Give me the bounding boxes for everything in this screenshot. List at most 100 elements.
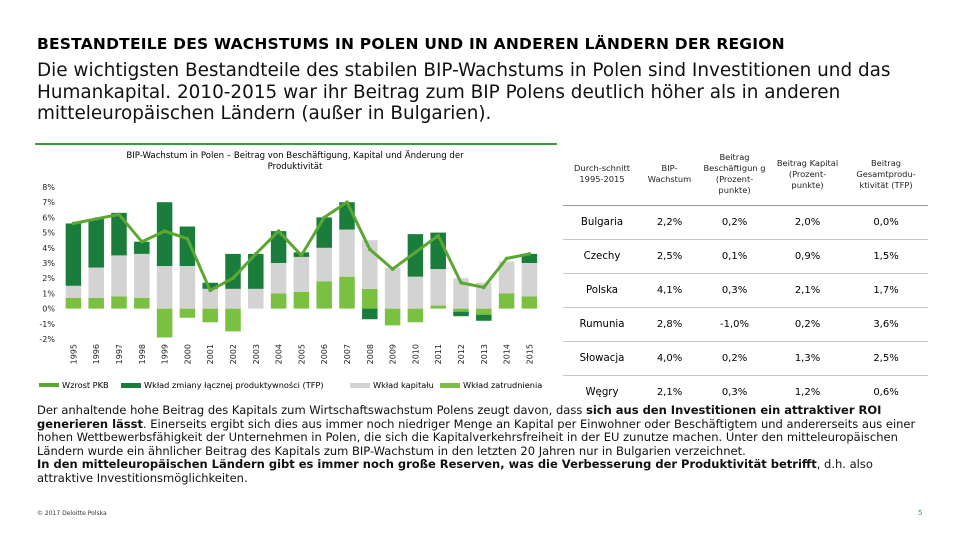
bar-segment <box>407 276 424 309</box>
legend-swatch <box>440 382 460 388</box>
bar-segment <box>202 288 218 309</box>
gdp-growth-point <box>527 252 532 256</box>
gdp-cell: 2,5% <box>641 239 699 274</box>
tfp-cell: 1,5% <box>844 239 929 274</box>
bar-segment <box>270 263 287 294</box>
y-tick-label: 4% <box>42 244 55 253</box>
x-tick-label: 2002 <box>229 344 238 364</box>
legend-item-gdp: Wzrost PKB <box>39 380 109 390</box>
bar-segment <box>476 308 492 315</box>
bar-segment <box>179 308 196 318</box>
gdp-growth-point <box>413 250 418 255</box>
x-tick-label: 2007 <box>343 344 352 364</box>
country-cell: Rumunia <box>563 307 642 342</box>
bar-segment <box>179 266 196 309</box>
legend-label: Wzrost PKB <box>62 380 109 390</box>
gdp-growth-point <box>299 253 304 258</box>
table-header-gdp: BIP-Wachstum <box>641 143 699 206</box>
tfp-cell: 0,0% <box>844 205 929 240</box>
table-row: Węgry 2,1% 0,3% 1,2% 0,6% <box>563 376 928 410</box>
table-header-average: Durch-schnitt 1995-2015 <box>563 143 642 206</box>
bar-segment <box>316 247 332 282</box>
bar-segment <box>134 241 150 254</box>
gdp-growth-point <box>482 285 486 290</box>
bar-segment <box>65 223 82 286</box>
capital-cell: 0,9% <box>771 239 845 274</box>
gdp-growth-point <box>322 215 327 220</box>
gdp-growth-point <box>276 229 281 233</box>
x-tick-label: 2005 <box>297 344 306 364</box>
gdp-growth-point <box>208 288 212 293</box>
x-tick-label: 2014 <box>503 344 512 364</box>
bar-segment <box>521 263 538 297</box>
y-tick-label: -1% <box>39 320 55 329</box>
legend-swatch <box>350 382 370 388</box>
employment-cell: 0,2% <box>698 205 772 240</box>
gdp-growth-point <box>459 280 463 285</box>
body-p2-rest: , d.h. also attraktive Investitionsmögli… <box>37 457 873 485</box>
country-comparison-table: Durch-schnitt 1995-2015 BIP-Wachstum Bei… <box>563 143 929 399</box>
bar-segment <box>498 293 515 309</box>
legend-item-capital: Wkład kapitału <box>350 380 434 390</box>
capital-cell: 2,0% <box>771 205 845 240</box>
table-row: Polska 4,1% 0,3% 2,1% 1,7% <box>563 273 929 308</box>
capital-cell: 1,3% <box>771 341 845 376</box>
x-tick-label: 1997 <box>115 344 124 364</box>
legend-label: Wkład zmiany łącznej produktywności (TFP… <box>144 380 324 390</box>
page-subtitle: Die wichtigsten Bestandteile des stabile… <box>37 60 891 124</box>
body-p1-bold: sich aus den Investitionen ein attraktiv… <box>37 403 882 431</box>
legend-swatch <box>121 382 141 388</box>
country-cell: Bulgaria <box>563 205 642 240</box>
gdp-growth-point <box>504 256 509 261</box>
bar-segment <box>156 202 173 267</box>
bar-segment <box>498 261 515 294</box>
table-header-capital: Beitrag Kapital (Prozent-punkte) <box>771 143 845 206</box>
bar-segment <box>88 218 104 268</box>
gdp-growth-chart: 8% 7% 6% 5% 4% 3% 2% 1% 0% -1% -2% 1995 1996 1997 1998… <box>35 143 557 395</box>
bar-segment <box>453 308 469 312</box>
bar-segment <box>65 297 82 309</box>
gdp-growth-point <box>71 221 76 226</box>
bar-segment <box>225 308 241 332</box>
gdp-growth-point <box>162 229 167 233</box>
employment-cell: 0,3% <box>721 387 748 398</box>
bar-segment <box>111 212 127 256</box>
bar-segment <box>248 253 264 289</box>
x-tick-label: 2009 <box>389 344 398 364</box>
legend-line-swatch <box>39 383 59 387</box>
gdp-cell: 2,1% <box>656 387 683 398</box>
table-header-employment: Beitrag Beschäftigun g (Prozent-punkte) <box>698 143 772 206</box>
tfp-cell: 2,5% <box>844 341 929 376</box>
y-tick-label: 1% <box>42 289 55 298</box>
page-title: BESTANDTEILE DES WACHSTUMS IN POLEN UND … <box>37 35 785 53</box>
country-cell: Węgry <box>585 387 619 398</box>
bar-segment <box>362 308 378 320</box>
capital-cell: 0,2% <box>771 307 845 342</box>
gdp-cell: 2,2% <box>641 205 699 240</box>
bar-segment <box>453 278 469 309</box>
bar-segment <box>384 267 401 309</box>
bar-segment <box>521 296 538 309</box>
body-p1-start: Der anhaltende hohe Beitrag des Kapitals… <box>37 403 586 417</box>
tfp-cell: 3,6% <box>844 307 929 342</box>
gdp-growth-point <box>94 217 98 221</box>
x-tick-label: 2012 <box>457 344 466 364</box>
gdp-growth-point <box>140 239 144 244</box>
y-tick-label: 6% <box>42 213 55 222</box>
legend-label: Wkład zatrudnienia <box>463 380 543 390</box>
gdp-growth-point <box>231 276 235 280</box>
chart-legend: Wzrost PKB Wkład zmiany łącznej produkty… <box>39 380 559 392</box>
page-number: 5 <box>918 509 923 517</box>
employment-cell: 0,2% <box>698 341 772 376</box>
legend-item-employment: Wkład zatrudnienia <box>440 380 542 390</box>
x-tick-label: 2010 <box>411 344 420 364</box>
bar-segment <box>339 229 355 277</box>
country-cell: Czechy <box>563 239 642 274</box>
y-tick-label: 3% <box>42 259 55 268</box>
bar-segment <box>316 217 332 248</box>
capital-cell: 2,1% <box>771 273 845 308</box>
gdp-cell: 4,0% <box>641 341 699 376</box>
body-p1-rest: . Einerseits ergibt sich dies aus immer … <box>37 416 916 458</box>
gdp-growth-point <box>185 236 190 241</box>
y-tick-label: 8% <box>42 183 55 192</box>
